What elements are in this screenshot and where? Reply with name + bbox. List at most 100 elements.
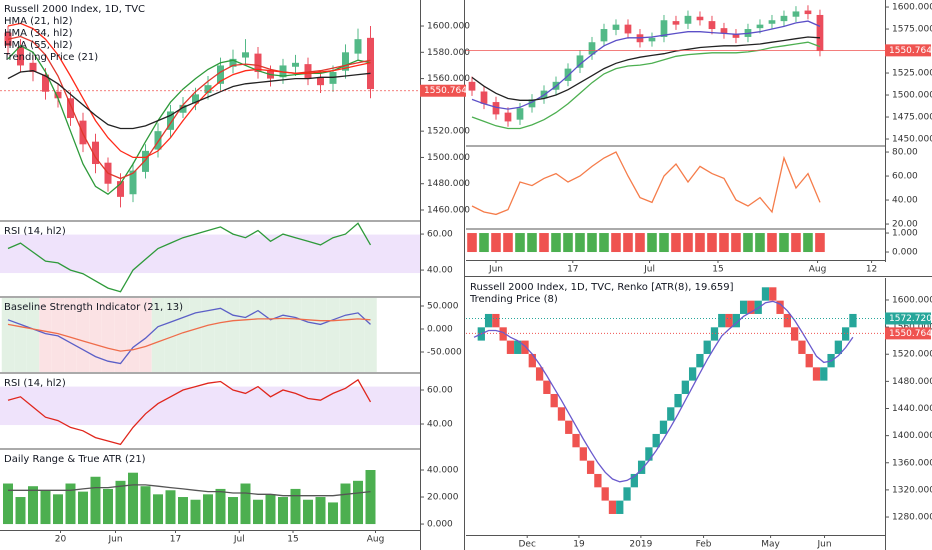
- strength-shade: [126, 298, 140, 372]
- renko-brick: [565, 420, 573, 434]
- bar: [587, 233, 597, 253]
- bar: [467, 233, 477, 253]
- candle-body: [480, 91, 488, 104]
- candle-body: [317, 77, 324, 86]
- renko-brick: [732, 313, 740, 328]
- charts: 1600.0001580.0001560.0001520.0001500.000…: [0, 3, 932, 550]
- bar: [90, 476, 101, 525]
- bar: [623, 233, 633, 253]
- y-tick-label: 20.00: [892, 220, 918, 230]
- renko-brick: [608, 500, 617, 514]
- renko-brick: [805, 353, 813, 368]
- y-tick-label: 1450.000: [892, 135, 932, 145]
- candle-body: [504, 112, 512, 122]
- candle-body: [708, 21, 716, 30]
- bar: [515, 233, 525, 253]
- strength-shade: [239, 298, 252, 372]
- bar: [115, 480, 126, 525]
- bar: [153, 494, 163, 525]
- candle-body: [142, 150, 149, 172]
- strength-shade: [26, 298, 40, 372]
- renko-brick: [594, 473, 602, 488]
- bar: [599, 233, 609, 253]
- candle-body: [179, 104, 187, 113]
- renko-brick: [528, 353, 536, 368]
- rsi-band: [0, 234, 420, 274]
- bar: [65, 483, 76, 525]
- indicator-line: [473, 300, 854, 483]
- renko-brick: [725, 313, 733, 328]
- candle-body: [367, 37, 374, 90]
- renko-brick: [572, 433, 580, 448]
- bar: [140, 486, 151, 525]
- renko-brick: [820, 367, 828, 381]
- indicator-line: [7, 317, 371, 352]
- pane-title: RSI (14, hl2): [4, 226, 66, 237]
- y-tick-label: 40.00: [427, 420, 453, 430]
- y-tick-label: 1400.000: [892, 431, 932, 441]
- y-tick-label: 0.000: [427, 520, 453, 530]
- bar: [503, 233, 513, 253]
- y-tick-label: 1475.000: [892, 113, 932, 123]
- renko-brick: [506, 340, 515, 354]
- indicator-line: [471, 36, 821, 101]
- bar: [353, 480, 363, 525]
- candle-body: [660, 20, 668, 37]
- legend-entry: Trending Price (8): [469, 294, 558, 305]
- candle-body: [792, 11, 800, 17]
- renko-brick: [849, 313, 857, 328]
- bar: [328, 502, 338, 525]
- renko-brick: [776, 300, 784, 314]
- last-price-tag: [885, 44, 931, 57]
- candle-body: [17, 47, 24, 66]
- strength-shade: [276, 298, 290, 372]
- renko-brick: [769, 287, 777, 301]
- pane-title: RSI (14, hl2): [4, 378, 66, 389]
- candle-body: [672, 21, 680, 25]
- renko-brick: [535, 367, 544, 381]
- y-tick-label: 1600.000: [892, 295, 932, 305]
- renko-brick: [790, 327, 799, 341]
- x-tick-label: May: [761, 540, 780, 550]
- x-tick-label: Aug: [809, 265, 827, 275]
- bar: [611, 233, 621, 253]
- renko-brick: [484, 313, 493, 328]
- candle-body: [780, 15, 788, 22]
- strength-shade: [39, 298, 52, 372]
- candle-body: [600, 29, 608, 42]
- renko-brick: [630, 473, 638, 488]
- bar: [215, 488, 226, 525]
- renko-brick: [499, 327, 507, 341]
- x-tick-label: Jun: [488, 265, 503, 275]
- x-tick-label: Jun: [107, 535, 122, 545]
- candle-body: [354, 39, 362, 54]
- strength-shade: [114, 298, 127, 372]
- indicator-line: [471, 41, 821, 130]
- candle-body: [528, 99, 536, 108]
- y-tick-label: 0.000: [892, 248, 918, 258]
- last-price-tag: [420, 84, 466, 97]
- bar: [647, 233, 657, 253]
- candle-body: [804, 10, 812, 15]
- candle-body: [42, 74, 49, 92]
- renko-brick: [674, 393, 682, 408]
- x-tick-label: 15: [287, 535, 298, 545]
- renko-brick: [623, 487, 631, 501]
- renko-brick: [681, 380, 689, 394]
- bar: [791, 233, 801, 253]
- candle-body: [696, 16, 704, 21]
- bar: [240, 483, 251, 525]
- renko-brick: [834, 340, 843, 354]
- renko-brick: [761, 287, 770, 301]
- x-tick-label: 20: [55, 535, 67, 545]
- last-price-label: 1550.764: [889, 46, 932, 56]
- candle-body: [342, 52, 349, 71]
- bar: [815, 233, 825, 253]
- x-tick-label: Dec: [518, 540, 535, 550]
- bar: [165, 490, 176, 525]
- y-tick-label: 50.000: [427, 302, 459, 312]
- bar: [178, 497, 188, 525]
- bar: [365, 470, 376, 525]
- candle-body: [648, 37, 656, 42]
